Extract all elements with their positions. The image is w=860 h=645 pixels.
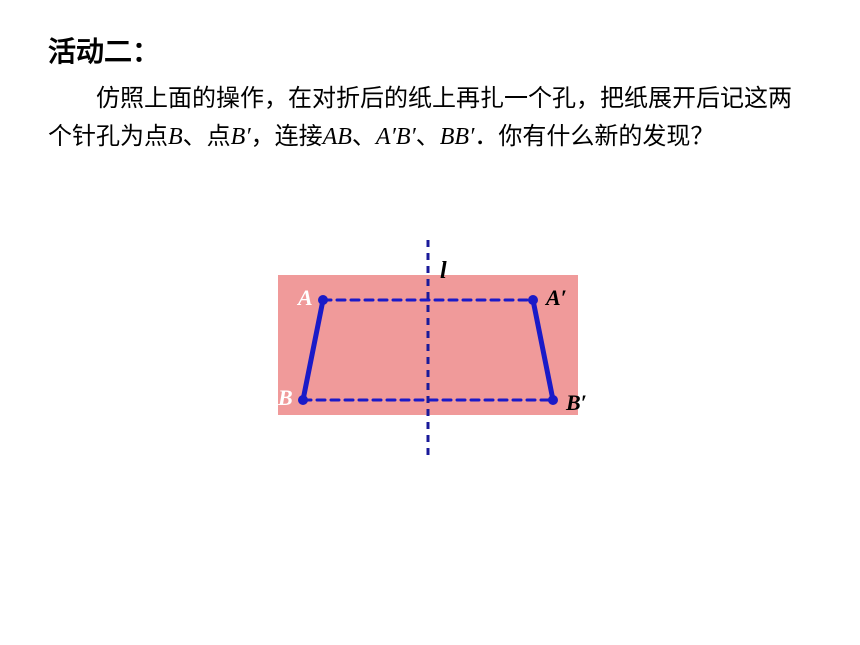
body-mid4: 、 <box>416 124 440 150</box>
svg-text:B: B <box>277 385 293 410</box>
var-Bp: B′ <box>231 124 251 150</box>
var-B: B <box>168 124 183 150</box>
body-mid2: ，连接 <box>251 124 323 150</box>
svg-text:l: l <box>440 258 447 284</box>
activity-body: 仿照上面的操作，在对折后的纸上再扎一个孔，把纸展开后记这两个针孔为点B、点B′，… <box>48 80 808 157</box>
svg-text:B′: B′ <box>565 390 587 415</box>
body-suffix: ．你有什么新的发现？ <box>474 124 714 150</box>
svg-text:A: A <box>296 285 313 310</box>
geometry-diagram: A A′ B B′ l <box>258 240 598 460</box>
svg-text:A′: A′ <box>544 285 567 310</box>
var-ApBp: A′B′ <box>376 124 416 150</box>
activity-title: 活动二： <box>48 30 160 70</box>
diagram-svg: A A′ B B′ l <box>258 240 598 460</box>
var-BBp: BB′ <box>440 124 475 150</box>
body-mid1: 、点 <box>183 124 231 150</box>
var-AB: AB <box>323 124 352 150</box>
body-mid3: 、 <box>352 124 376 150</box>
